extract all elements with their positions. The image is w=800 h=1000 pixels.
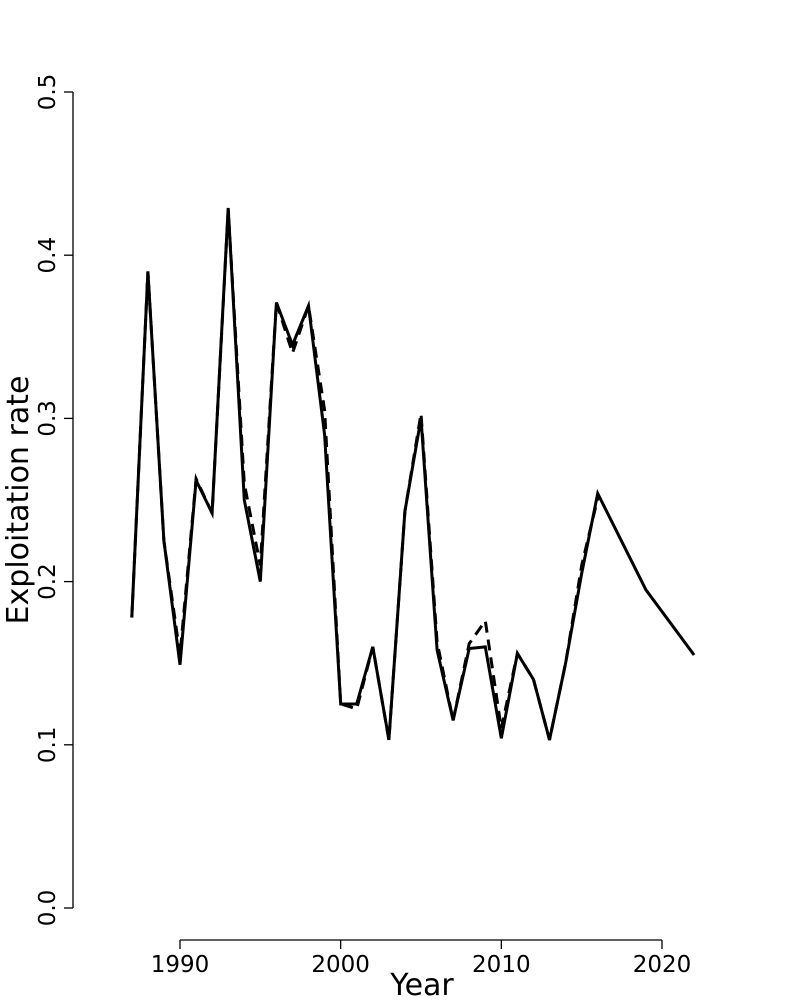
series-line-solid xyxy=(130,207,696,741)
y-tick-label: 0.1 xyxy=(35,727,61,764)
y-tick-label: 0.2 xyxy=(35,563,61,600)
x-tick-label: 1990 xyxy=(151,952,210,978)
y-axis-title: Exploitation rate xyxy=(1,376,36,625)
x-tick-label: 2010 xyxy=(472,952,531,978)
y-tick-label: 0.0 xyxy=(35,890,61,927)
series-line-dashed xyxy=(130,209,600,741)
y-axis: 0.0 0.1 0.2 0.3 0.4 0.5 xyxy=(35,74,74,927)
y-tick-label: 0.3 xyxy=(35,400,61,437)
x-tick-label: 2020 xyxy=(633,952,692,978)
plot-area xyxy=(130,207,696,741)
x-axis: 1990 2000 2010 2020 xyxy=(151,939,692,978)
y-tick-label: 0.4 xyxy=(35,237,61,274)
y-tick-label: 0.5 xyxy=(35,74,61,111)
x-tick-label: 2000 xyxy=(311,952,370,978)
x-axis-title: Year xyxy=(389,968,454,1000)
